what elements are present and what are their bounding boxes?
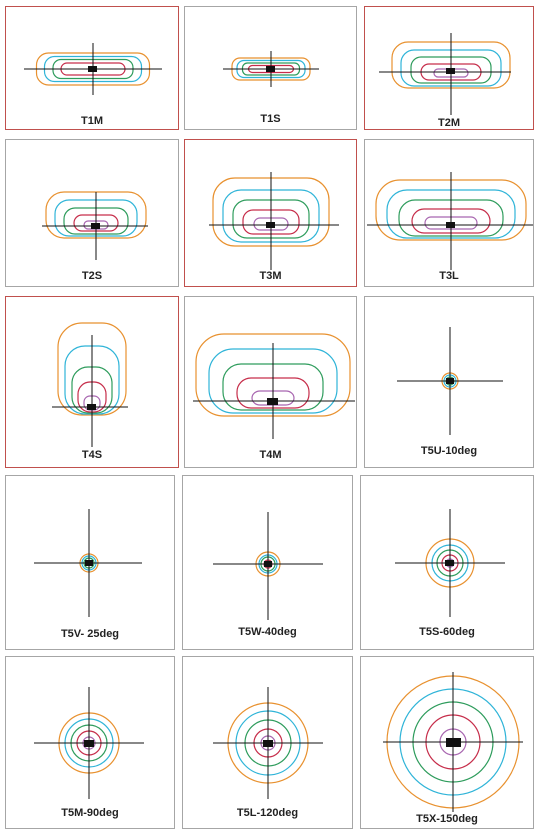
pattern-label: T1S <box>260 113 281 125</box>
luminaire-icon <box>264 561 272 567</box>
isofootcandle-diagram <box>34 687 144 799</box>
luminaire-icon <box>446 68 455 74</box>
pattern-panel: T5M-90deg <box>5 656 175 829</box>
pattern-panel: T5U-10deg <box>364 296 534 468</box>
pattern-panel: T5L-120deg <box>182 656 353 829</box>
luminaire-icon <box>85 560 93 566</box>
pattern-label: T1M <box>81 115 103 127</box>
pattern-label: T5S-60deg <box>419 626 475 638</box>
pattern-label: T2M <box>438 117 460 129</box>
luminaire-icon <box>266 66 275 72</box>
pattern-panel: T4S <box>5 296 179 468</box>
pattern-panel: T3L <box>364 139 534 287</box>
pattern-panel: T5W-40deg <box>182 475 353 650</box>
pattern-label: T5V- 25deg <box>60 628 120 640</box>
isofootcandle-diagram <box>193 333 355 439</box>
isofootcandle-diagram <box>34 509 142 617</box>
luminaire-icon <box>445 560 454 566</box>
pattern-panel: T4M <box>184 296 357 468</box>
pattern-label: T5M-90deg <box>61 807 119 819</box>
isofootcandle-diagram <box>42 191 148 260</box>
pattern-label: T3L <box>439 270 459 282</box>
luminaire-icon <box>87 404 96 410</box>
luminaire-icon <box>267 398 278 405</box>
pattern-label: T2S <box>81 270 103 282</box>
pattern-label: T4S <box>81 449 103 461</box>
pattern-label: T3M <box>259 270 282 282</box>
isofootcandle-diagram <box>223 51 319 87</box>
pattern-label: T5U-10deg <box>420 445 478 457</box>
isofootcandle-diagram <box>395 509 505 617</box>
isofootcandle-diagram <box>24 43 162 95</box>
pattern-label: T4M <box>259 449 282 461</box>
pattern-panel: T5V- 25deg <box>5 475 175 650</box>
pattern-label: T5L-120deg <box>236 807 299 819</box>
pattern-panel: T5X-150deg <box>360 656 534 829</box>
pattern-label: T5W-40deg <box>238 626 297 638</box>
pattern-panel: T2M <box>364 6 534 130</box>
luminaire-icon <box>263 740 273 747</box>
isofootcandle-diagram <box>213 687 323 799</box>
pattern-panel: T1M <box>5 6 179 130</box>
isofootcandle-diagram <box>213 512 323 620</box>
isofootcandle-diagram <box>379 33 511 115</box>
pattern-panel: T5S-60deg <box>360 475 534 650</box>
isofootcandle-diagram <box>397 327 503 435</box>
luminaire-icon <box>446 738 461 747</box>
pattern-panel: T3M <box>184 139 357 287</box>
isofootcandle-diagram <box>367 172 533 270</box>
isofootcandle-diagram <box>209 172 339 270</box>
luminaire-icon <box>446 222 455 228</box>
pattern-panel: T2S <box>5 139 179 287</box>
pattern-label: T5X-150deg <box>416 813 478 825</box>
isofootcandle-diagram <box>383 672 523 812</box>
luminaire-icon <box>266 222 275 228</box>
luminaire-icon <box>91 223 100 229</box>
isofootcandle-diagram <box>52 322 128 447</box>
pattern-panel: T1S <box>184 6 357 130</box>
luminaire-icon <box>88 66 97 72</box>
luminaire-icon <box>446 378 454 384</box>
luminaire-icon <box>84 740 94 747</box>
